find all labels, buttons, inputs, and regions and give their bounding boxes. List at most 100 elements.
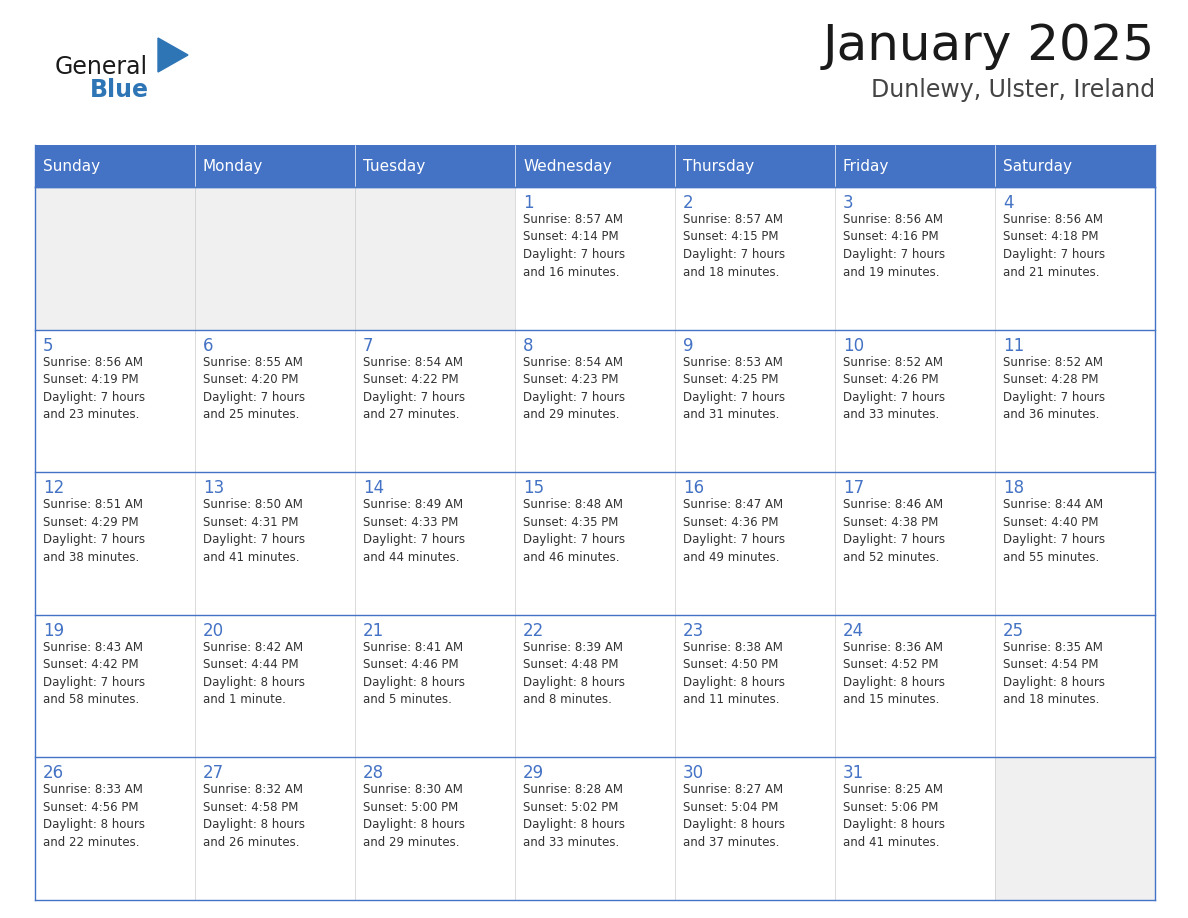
Text: 22: 22 — [523, 621, 544, 640]
Bar — [516, 615, 675, 757]
Text: 26: 26 — [43, 765, 64, 782]
Text: Sunrise: 8:56 AM
Sunset: 4:18 PM
Daylight: 7 hours
and 21 minutes.: Sunrise: 8:56 AM Sunset: 4:18 PM Dayligh… — [1003, 213, 1105, 278]
Text: 12: 12 — [43, 479, 64, 498]
Text: 7: 7 — [364, 337, 373, 354]
Text: 28: 28 — [364, 765, 384, 782]
Text: Sunrise: 8:57 AM
Sunset: 4:15 PM
Daylight: 7 hours
and 18 minutes.: Sunrise: 8:57 AM Sunset: 4:15 PM Dayligh… — [683, 213, 785, 278]
Text: 5: 5 — [43, 337, 53, 354]
Text: General: General — [55, 55, 148, 79]
Text: 18: 18 — [1003, 479, 1024, 498]
Bar — [34, 330, 195, 472]
Bar — [195, 330, 355, 472]
Text: 19: 19 — [43, 621, 64, 640]
Text: 29: 29 — [523, 765, 544, 782]
Text: 24: 24 — [843, 621, 864, 640]
Bar — [195, 615, 355, 757]
Bar — [34, 187, 195, 330]
Text: 15: 15 — [523, 479, 544, 498]
Text: 6: 6 — [203, 337, 214, 354]
Text: Sunrise: 8:49 AM
Sunset: 4:33 PM
Daylight: 7 hours
and 44 minutes.: Sunrise: 8:49 AM Sunset: 4:33 PM Dayligh… — [364, 498, 466, 564]
Text: Sunrise: 8:36 AM
Sunset: 4:52 PM
Daylight: 8 hours
and 15 minutes.: Sunrise: 8:36 AM Sunset: 4:52 PM Dayligh… — [843, 641, 944, 706]
Bar — [675, 615, 835, 757]
Text: 8: 8 — [523, 337, 533, 354]
Text: Dunlewy, Ulster, Ireland: Dunlewy, Ulster, Ireland — [871, 78, 1155, 102]
Text: 25: 25 — [1003, 621, 1024, 640]
Bar — [195, 472, 355, 615]
Text: Sunrise: 8:27 AM
Sunset: 5:04 PM
Daylight: 8 hours
and 37 minutes.: Sunrise: 8:27 AM Sunset: 5:04 PM Dayligh… — [683, 783, 785, 849]
Bar — [675, 187, 835, 330]
Text: Sunrise: 8:33 AM
Sunset: 4:56 PM
Daylight: 8 hours
and 22 minutes.: Sunrise: 8:33 AM Sunset: 4:56 PM Dayligh… — [43, 783, 145, 849]
Text: 30: 30 — [683, 765, 704, 782]
Bar — [516, 757, 675, 900]
Text: Sunrise: 8:47 AM
Sunset: 4:36 PM
Daylight: 7 hours
and 49 minutes.: Sunrise: 8:47 AM Sunset: 4:36 PM Dayligh… — [683, 498, 785, 564]
Text: 4: 4 — [1003, 194, 1013, 212]
Text: Sunrise: 8:52 AM
Sunset: 4:28 PM
Daylight: 7 hours
and 36 minutes.: Sunrise: 8:52 AM Sunset: 4:28 PM Dayligh… — [1003, 355, 1105, 421]
Text: Sunrise: 8:48 AM
Sunset: 4:35 PM
Daylight: 7 hours
and 46 minutes.: Sunrise: 8:48 AM Sunset: 4:35 PM Dayligh… — [523, 498, 625, 564]
Bar — [835, 757, 996, 900]
Text: Sunrise: 8:41 AM
Sunset: 4:46 PM
Daylight: 8 hours
and 5 minutes.: Sunrise: 8:41 AM Sunset: 4:46 PM Dayligh… — [364, 641, 465, 706]
Bar — [355, 757, 516, 900]
Text: January 2025: January 2025 — [823, 22, 1155, 70]
Bar — [675, 472, 835, 615]
Text: Saturday: Saturday — [1003, 159, 1072, 174]
Bar — [996, 472, 1155, 615]
Text: Sunday: Sunday — [43, 159, 100, 174]
Text: 20: 20 — [203, 621, 225, 640]
Bar — [675, 757, 835, 900]
Bar — [355, 330, 516, 472]
Bar — [516, 330, 675, 472]
Text: Blue: Blue — [90, 78, 148, 102]
Text: Sunrise: 8:38 AM
Sunset: 4:50 PM
Daylight: 8 hours
and 11 minutes.: Sunrise: 8:38 AM Sunset: 4:50 PM Dayligh… — [683, 641, 785, 706]
Text: Sunrise: 8:28 AM
Sunset: 5:02 PM
Daylight: 8 hours
and 33 minutes.: Sunrise: 8:28 AM Sunset: 5:02 PM Dayligh… — [523, 783, 625, 849]
Bar — [516, 472, 675, 615]
Bar — [34, 757, 195, 900]
Text: Sunrise: 8:44 AM
Sunset: 4:40 PM
Daylight: 7 hours
and 55 minutes.: Sunrise: 8:44 AM Sunset: 4:40 PM Dayligh… — [1003, 498, 1105, 564]
Bar — [355, 187, 516, 330]
Bar — [195, 187, 355, 330]
Bar — [835, 330, 996, 472]
Bar — [195, 757, 355, 900]
Text: Sunrise: 8:54 AM
Sunset: 4:23 PM
Daylight: 7 hours
and 29 minutes.: Sunrise: 8:54 AM Sunset: 4:23 PM Dayligh… — [523, 355, 625, 421]
Text: Sunrise: 8:35 AM
Sunset: 4:54 PM
Daylight: 8 hours
and 18 minutes.: Sunrise: 8:35 AM Sunset: 4:54 PM Dayligh… — [1003, 641, 1105, 706]
Text: Sunrise: 8:53 AM
Sunset: 4:25 PM
Daylight: 7 hours
and 31 minutes.: Sunrise: 8:53 AM Sunset: 4:25 PM Dayligh… — [683, 355, 785, 421]
Text: Monday: Monday — [203, 159, 264, 174]
Text: Sunrise: 8:56 AM
Sunset: 4:16 PM
Daylight: 7 hours
and 19 minutes.: Sunrise: 8:56 AM Sunset: 4:16 PM Dayligh… — [843, 213, 946, 278]
Bar — [996, 757, 1155, 900]
Text: Sunrise: 8:51 AM
Sunset: 4:29 PM
Daylight: 7 hours
and 38 minutes.: Sunrise: 8:51 AM Sunset: 4:29 PM Dayligh… — [43, 498, 145, 564]
Text: Sunrise: 8:52 AM
Sunset: 4:26 PM
Daylight: 7 hours
and 33 minutes.: Sunrise: 8:52 AM Sunset: 4:26 PM Dayligh… — [843, 355, 946, 421]
Text: Thursday: Thursday — [683, 159, 754, 174]
Text: Sunrise: 8:46 AM
Sunset: 4:38 PM
Daylight: 7 hours
and 52 minutes.: Sunrise: 8:46 AM Sunset: 4:38 PM Dayligh… — [843, 498, 946, 564]
Polygon shape — [158, 38, 188, 72]
Bar — [34, 145, 1155, 187]
Text: Tuesday: Tuesday — [364, 159, 425, 174]
Text: Sunrise: 8:43 AM
Sunset: 4:42 PM
Daylight: 7 hours
and 58 minutes.: Sunrise: 8:43 AM Sunset: 4:42 PM Dayligh… — [43, 641, 145, 706]
Bar — [996, 615, 1155, 757]
Text: 10: 10 — [843, 337, 864, 354]
Text: 23: 23 — [683, 621, 704, 640]
Text: 2: 2 — [683, 194, 694, 212]
Text: 27: 27 — [203, 765, 225, 782]
Text: Sunrise: 8:30 AM
Sunset: 5:00 PM
Daylight: 8 hours
and 29 minutes.: Sunrise: 8:30 AM Sunset: 5:00 PM Dayligh… — [364, 783, 465, 849]
Bar — [996, 187, 1155, 330]
Bar — [835, 187, 996, 330]
Text: 1: 1 — [523, 194, 533, 212]
Text: 11: 11 — [1003, 337, 1024, 354]
Text: Sunrise: 8:42 AM
Sunset: 4:44 PM
Daylight: 8 hours
and 1 minute.: Sunrise: 8:42 AM Sunset: 4:44 PM Dayligh… — [203, 641, 305, 706]
Bar — [34, 615, 195, 757]
Text: Sunrise: 8:57 AM
Sunset: 4:14 PM
Daylight: 7 hours
and 16 minutes.: Sunrise: 8:57 AM Sunset: 4:14 PM Dayligh… — [523, 213, 625, 278]
Bar — [355, 615, 516, 757]
Text: 31: 31 — [843, 765, 864, 782]
Text: Friday: Friday — [843, 159, 890, 174]
Text: 14: 14 — [364, 479, 384, 498]
Text: Sunrise: 8:32 AM
Sunset: 4:58 PM
Daylight: 8 hours
and 26 minutes.: Sunrise: 8:32 AM Sunset: 4:58 PM Dayligh… — [203, 783, 305, 849]
Text: Wednesday: Wednesday — [523, 159, 612, 174]
Text: 9: 9 — [683, 337, 694, 354]
Text: 16: 16 — [683, 479, 704, 498]
Bar — [34, 472, 195, 615]
Text: 13: 13 — [203, 479, 225, 498]
Bar — [675, 330, 835, 472]
Text: Sunrise: 8:39 AM
Sunset: 4:48 PM
Daylight: 8 hours
and 8 minutes.: Sunrise: 8:39 AM Sunset: 4:48 PM Dayligh… — [523, 641, 625, 706]
Text: 21: 21 — [364, 621, 384, 640]
Text: Sunrise: 8:25 AM
Sunset: 5:06 PM
Daylight: 8 hours
and 41 minutes.: Sunrise: 8:25 AM Sunset: 5:06 PM Dayligh… — [843, 783, 944, 849]
Text: Sunrise: 8:56 AM
Sunset: 4:19 PM
Daylight: 7 hours
and 23 minutes.: Sunrise: 8:56 AM Sunset: 4:19 PM Dayligh… — [43, 355, 145, 421]
